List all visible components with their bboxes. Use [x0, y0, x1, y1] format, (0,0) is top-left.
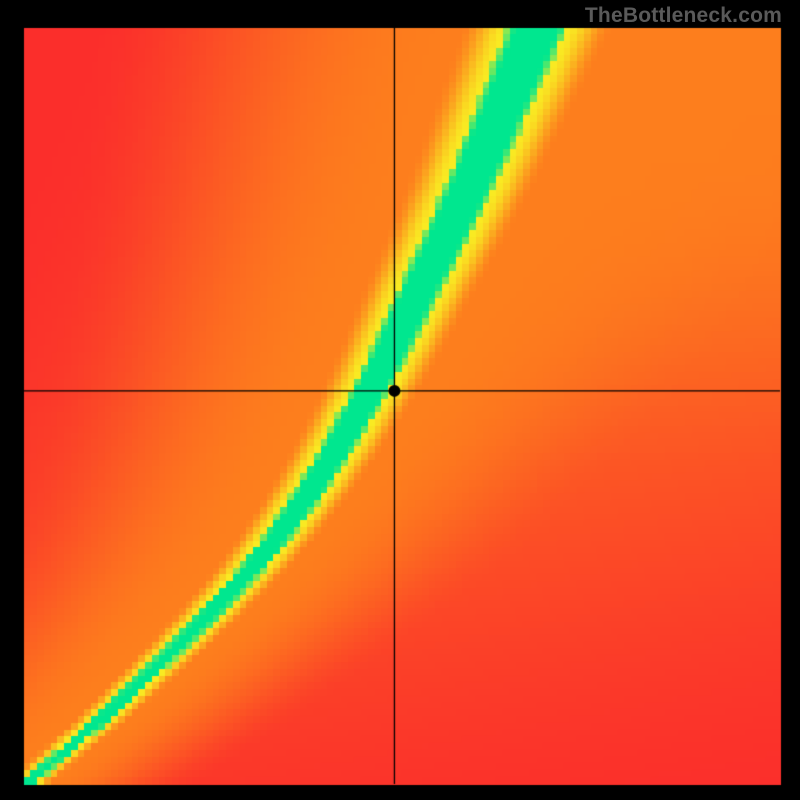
- chart-container: TheBottleneck.com: [0, 0, 800, 800]
- bottleneck-heatmap: [0, 0, 800, 800]
- watermark-text: TheBottleneck.com: [585, 4, 782, 28]
